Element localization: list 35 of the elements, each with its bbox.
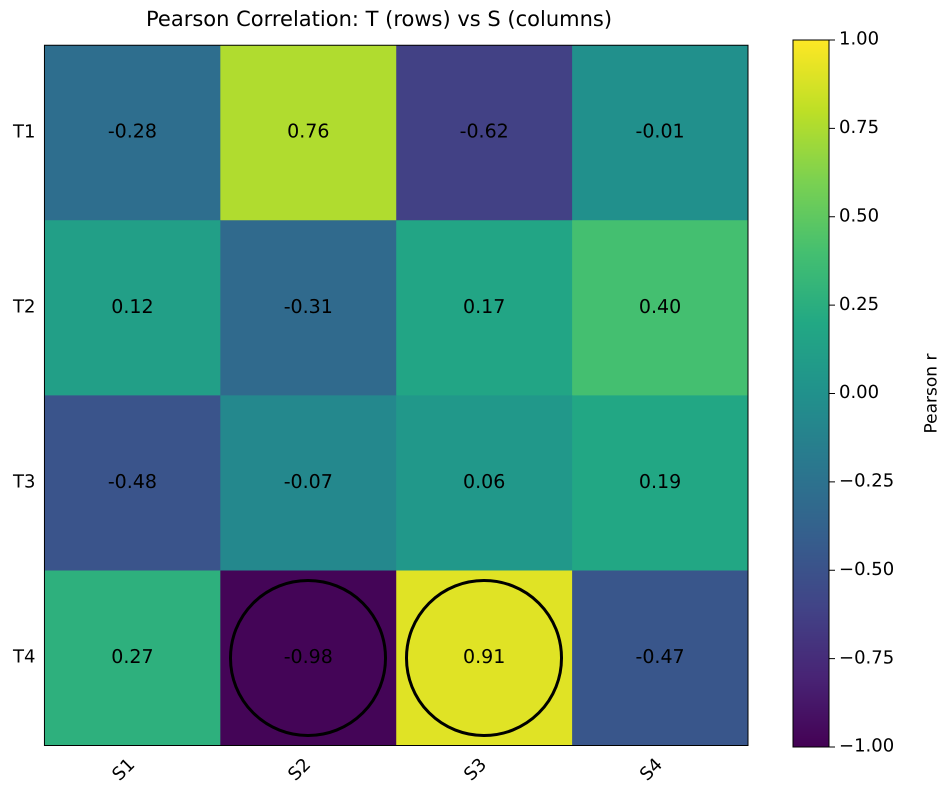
data-label: 0.76 [287,120,330,143]
color-bar-label: −0.75 [839,647,894,668]
data-label: -0.98 [284,646,333,668]
chart-title: Pearson Correlation: T (rows) vs S (columns) [146,7,612,32]
color-bar-label: 0.75 [839,117,880,138]
data-label: 0.27 [111,646,154,668]
color-bar-label: −0.50 [839,558,894,580]
data-label: -0.62 [460,120,509,143]
color-bar-label: 0.25 [839,294,880,315]
data-label: 0.40 [638,296,682,318]
color-bar-label: −0.25 [839,470,894,492]
data-label: -0.47 [635,646,685,668]
y-tick-label: T3 [12,472,36,493]
color-bar-label: 0.00 [839,382,880,404]
data-label: -0.48 [108,470,157,493]
color-bar-title: Pearson r [921,354,941,434]
color-bar-label: −1.00 [839,736,894,757]
data-label: 0.12 [111,296,154,318]
data-label: -0.31 [284,296,333,318]
data-label: 0.06 [463,470,506,493]
color-bar-label: 1.00 [839,28,880,50]
y-tick-label: T1 [12,121,36,142]
data-label: -0.07 [284,470,333,493]
x-tick-label: S4 [636,754,667,786]
x-tick-label: S3 [460,754,492,786]
y-tick-label: T2 [12,296,36,318]
color-bar-label: 0.50 [839,205,880,226]
data-label: 0.91 [463,646,506,668]
data-label: 0.19 [638,470,682,493]
x-tick-label: S2 [284,754,316,786]
data-label: -0.01 [635,120,685,143]
data-label: -0.28 [108,120,157,143]
y-tick-label: T4 [12,646,36,668]
x-tick-label: S1 [108,754,140,786]
data-label: 0.17 [463,296,506,318]
